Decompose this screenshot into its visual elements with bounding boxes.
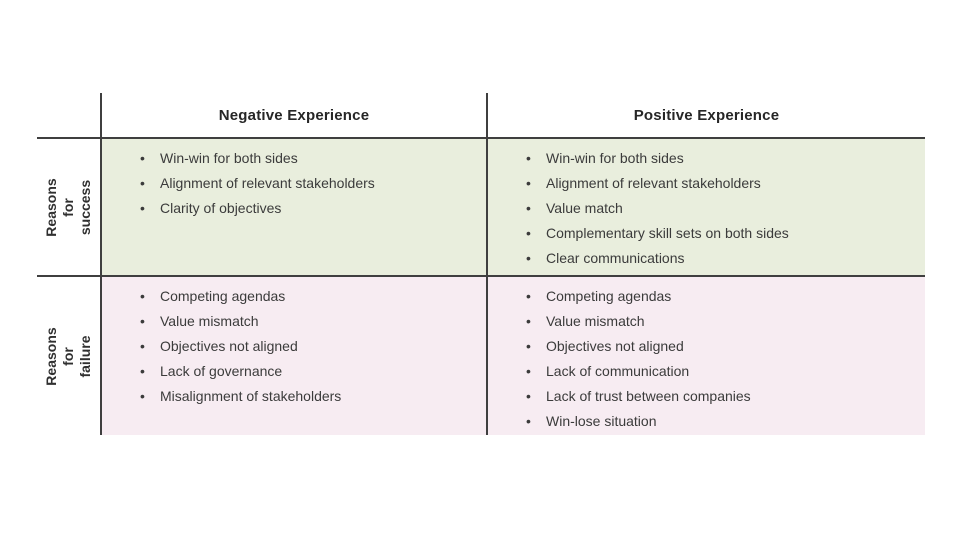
column-header-positive-experience: Positive Experience [633,106,780,124]
table-vertical-line-column-divider [486,93,488,435]
row-header-reasons-for-success: Reasons for success [37,139,100,275]
bullet-list-failure-negative: Competing agendasValue mismatchObjective… [100,277,486,409]
bullet-item: Value match [526,196,917,221]
row-header-label-failure: Reasons for failure [43,326,93,386]
table-horizontal-line-header-divider [37,137,925,139]
column-header-negative-experience: Negative Experience [218,106,370,124]
bullet-item: Complementary skill sets on both sides [526,221,917,246]
cell-failure-positive: Competing agendasValue mismatchObjective… [486,277,925,435]
bullet-list-success-positive: Win-win for both sidesAlignment of relev… [486,139,925,271]
experience-matrix-table: Negative Experience Positive Experience … [37,93,925,435]
bullet-item: Value mismatch [526,309,917,334]
bullet-item: Lack of trust between companies [526,384,917,409]
bullet-item: Alignment of relevant stakeholders [140,171,478,196]
bullet-item: Lack of governance [140,359,478,384]
bullet-item: Clear communications [526,246,917,271]
bullet-list-success-negative: Win-win for both sidesAlignment of relev… [100,139,486,221]
table-vertical-line-left [100,93,102,435]
bullet-item: Objectives not aligned [140,334,478,359]
bullet-item: Objectives not aligned [526,334,917,359]
row-header-reasons-for-failure: Reasons for failure [37,277,100,435]
cell-success-negative: Win-win for both sidesAlignment of relev… [100,139,486,275]
bullet-item: Misalignment of stakeholders [140,384,478,409]
bullet-item: Competing agendas [526,284,917,309]
row-header-label-success: Reasons for success [43,177,93,237]
bullet-item: Lack of communication [526,359,917,384]
bullet-item: Value mismatch [140,309,478,334]
bullet-item: Clarity of objectives [140,196,478,221]
cell-failure-negative: Competing agendasValue mismatchObjective… [100,277,486,435]
bullet-item: Win-lose situation [526,409,917,434]
bullet-item: Alignment of relevant stakeholders [526,171,917,196]
bullet-item: Win-win for both sides [526,146,917,171]
bullet-list-failure-positive: Competing agendasValue mismatchObjective… [486,277,925,434]
table-horizontal-line-row-divider [37,275,925,277]
cell-success-positive: Win-win for both sidesAlignment of relev… [486,139,925,275]
bullet-item: Competing agendas [140,284,478,309]
bullet-item: Win-win for both sides [140,146,478,171]
